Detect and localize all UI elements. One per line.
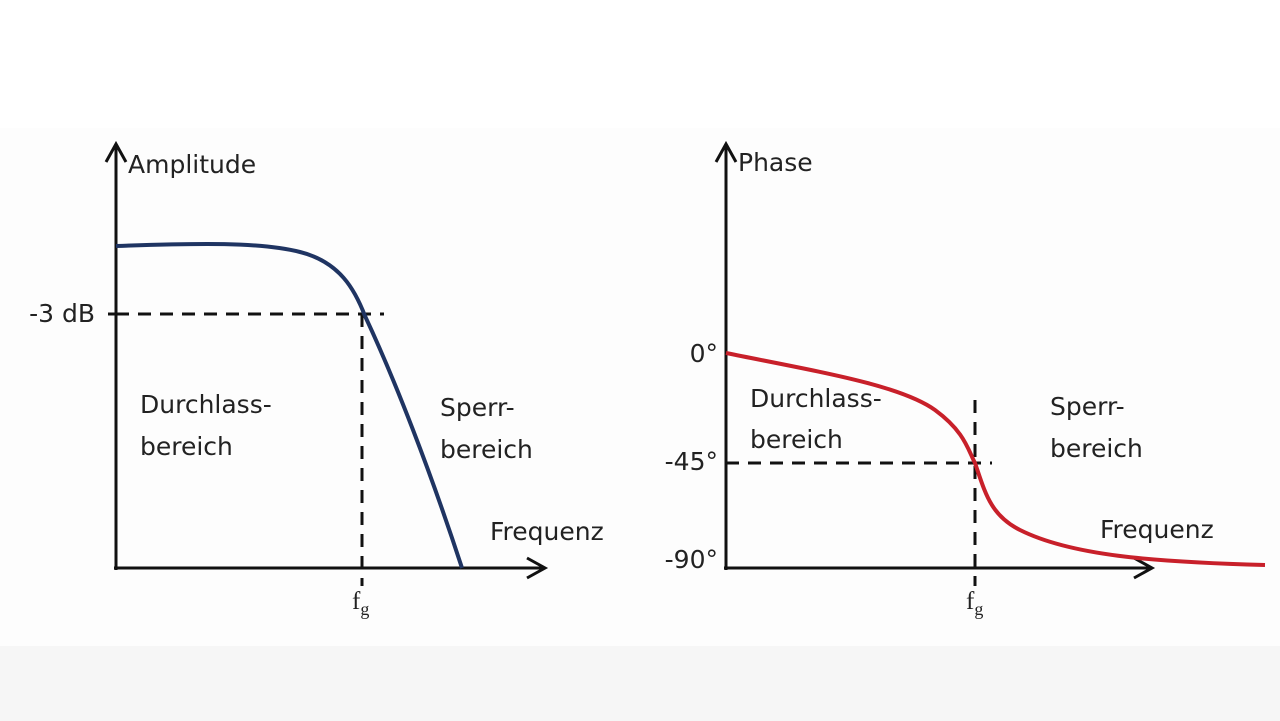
passband-label: bereich <box>140 432 233 461</box>
cutoff-label: fg <box>352 588 369 619</box>
y-label: -90° <box>665 545 718 574</box>
x-axis <box>724 556 1156 580</box>
x-axis-label: Frequenz <box>1100 515 1214 544</box>
passband-label: Durchlass- <box>140 390 272 419</box>
y-axis <box>714 140 738 570</box>
stopband-label: Sperr- <box>440 393 515 422</box>
x-axis-label: Frequenz <box>490 517 604 546</box>
amplitude-diagram: Amplitude -3 dB Durchlass- bereich Sperr… <box>29 140 604 619</box>
top-band <box>0 0 1280 128</box>
y-label: 0° <box>690 339 718 368</box>
phase-diagram: Phase 0° -45° -90° Durchlass- bereich Sp… <box>665 140 1266 619</box>
y-label: -45° <box>665 447 718 476</box>
bottom-band <box>0 646 1280 721</box>
passband-label: bereich <box>750 425 843 454</box>
figure-area <box>0 128 1280 646</box>
stopband-label: bereich <box>440 435 533 464</box>
cutoff-label: fg <box>966 588 983 619</box>
level-label: -3 dB <box>29 299 95 328</box>
amplitude-curve <box>115 241 464 569</box>
passband-label: Durchlass- <box>750 384 882 413</box>
stopband-label: bereich <box>1050 434 1143 463</box>
y-axis-label: Phase <box>738 148 813 177</box>
y-axis-label: Amplitude <box>128 150 256 179</box>
y-axis <box>104 140 128 570</box>
stopband-label: Sperr- <box>1050 392 1125 421</box>
x-axis <box>114 556 549 580</box>
phase-curve <box>725 351 1266 567</box>
